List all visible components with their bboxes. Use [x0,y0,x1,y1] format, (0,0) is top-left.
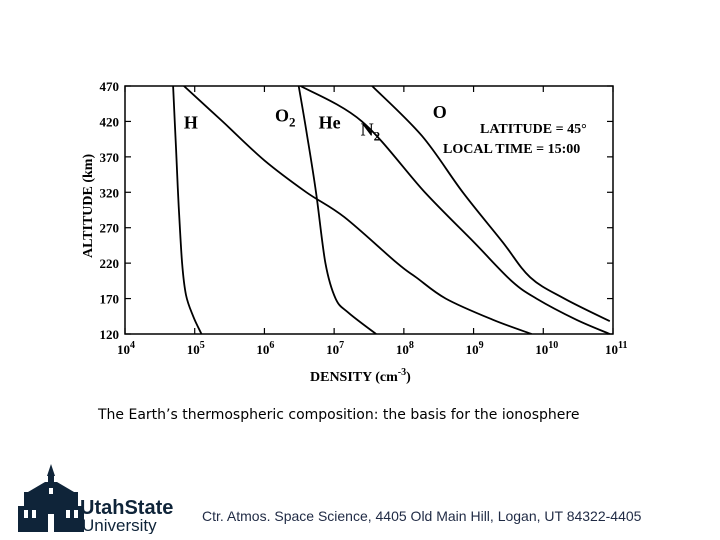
latitude-annotation: LATITUDE = 45° [480,122,587,137]
x-axis-title-main: DENSITY (cm [310,370,398,385]
local-time-annotation: LOCAL TIME = 15:00 [443,142,580,157]
x-tick-label: 104 [117,340,135,357]
address-footer: Ctr. Atmos. Space Science, 4405 Old Main… [202,508,642,524]
series-line-H [172,86,203,334]
y-tick-label: 370 [100,150,120,165]
plot-frame [124,85,614,335]
x-axis-title: DENSITY (cm-3) [310,367,411,385]
series-label-N2: N2 [361,120,381,144]
y-tick-label: 320 [100,185,120,200]
figure-caption: The Earth’s thermospheric composition: t… [98,407,580,423]
x-tick-label: 106 [256,340,274,357]
x-tick-label: 1011 [605,340,627,357]
y-axis-title: ALTITUDE (km) [81,154,96,258]
logo-wordmark-line1: UtahState [80,497,173,519]
x-tick-label: 108 [396,340,414,357]
x-axis-title-close: ) [406,370,411,385]
x-tick-label: 105 [187,340,205,357]
x-tick-label: 107 [326,340,344,357]
y-tick-label: 470 [100,79,120,94]
y-tick-label: 220 [100,256,120,271]
series-line-O2 [183,86,532,334]
series-line-N2 [300,86,611,334]
x-axis-title-sup: -3 [398,367,406,378]
x-tick-label: 1010 [535,340,558,357]
y-tick-label: 420 [100,114,120,129]
density-altitude-chart: 120 170 220 270 320 370 420 470 104 105 106 107 108 1… [81,79,627,385]
series-label-H: H [184,113,198,133]
y-tick-label: 120 [100,327,120,342]
x-tick-label: 109 [466,340,484,357]
series-label-O: O [433,102,447,122]
utah-state-logo: UtahState University [18,464,173,534]
series-label-He: He [319,113,341,133]
y-tick-label: 270 [100,221,120,236]
logo-wordmark-line2: University [82,516,157,534]
series-label-O2: O2 [275,105,296,129]
series-line-He [297,86,377,334]
y-tick-label: 170 [100,292,120,307]
old-main-building-icon [18,464,84,532]
series-line-O [371,86,611,323]
